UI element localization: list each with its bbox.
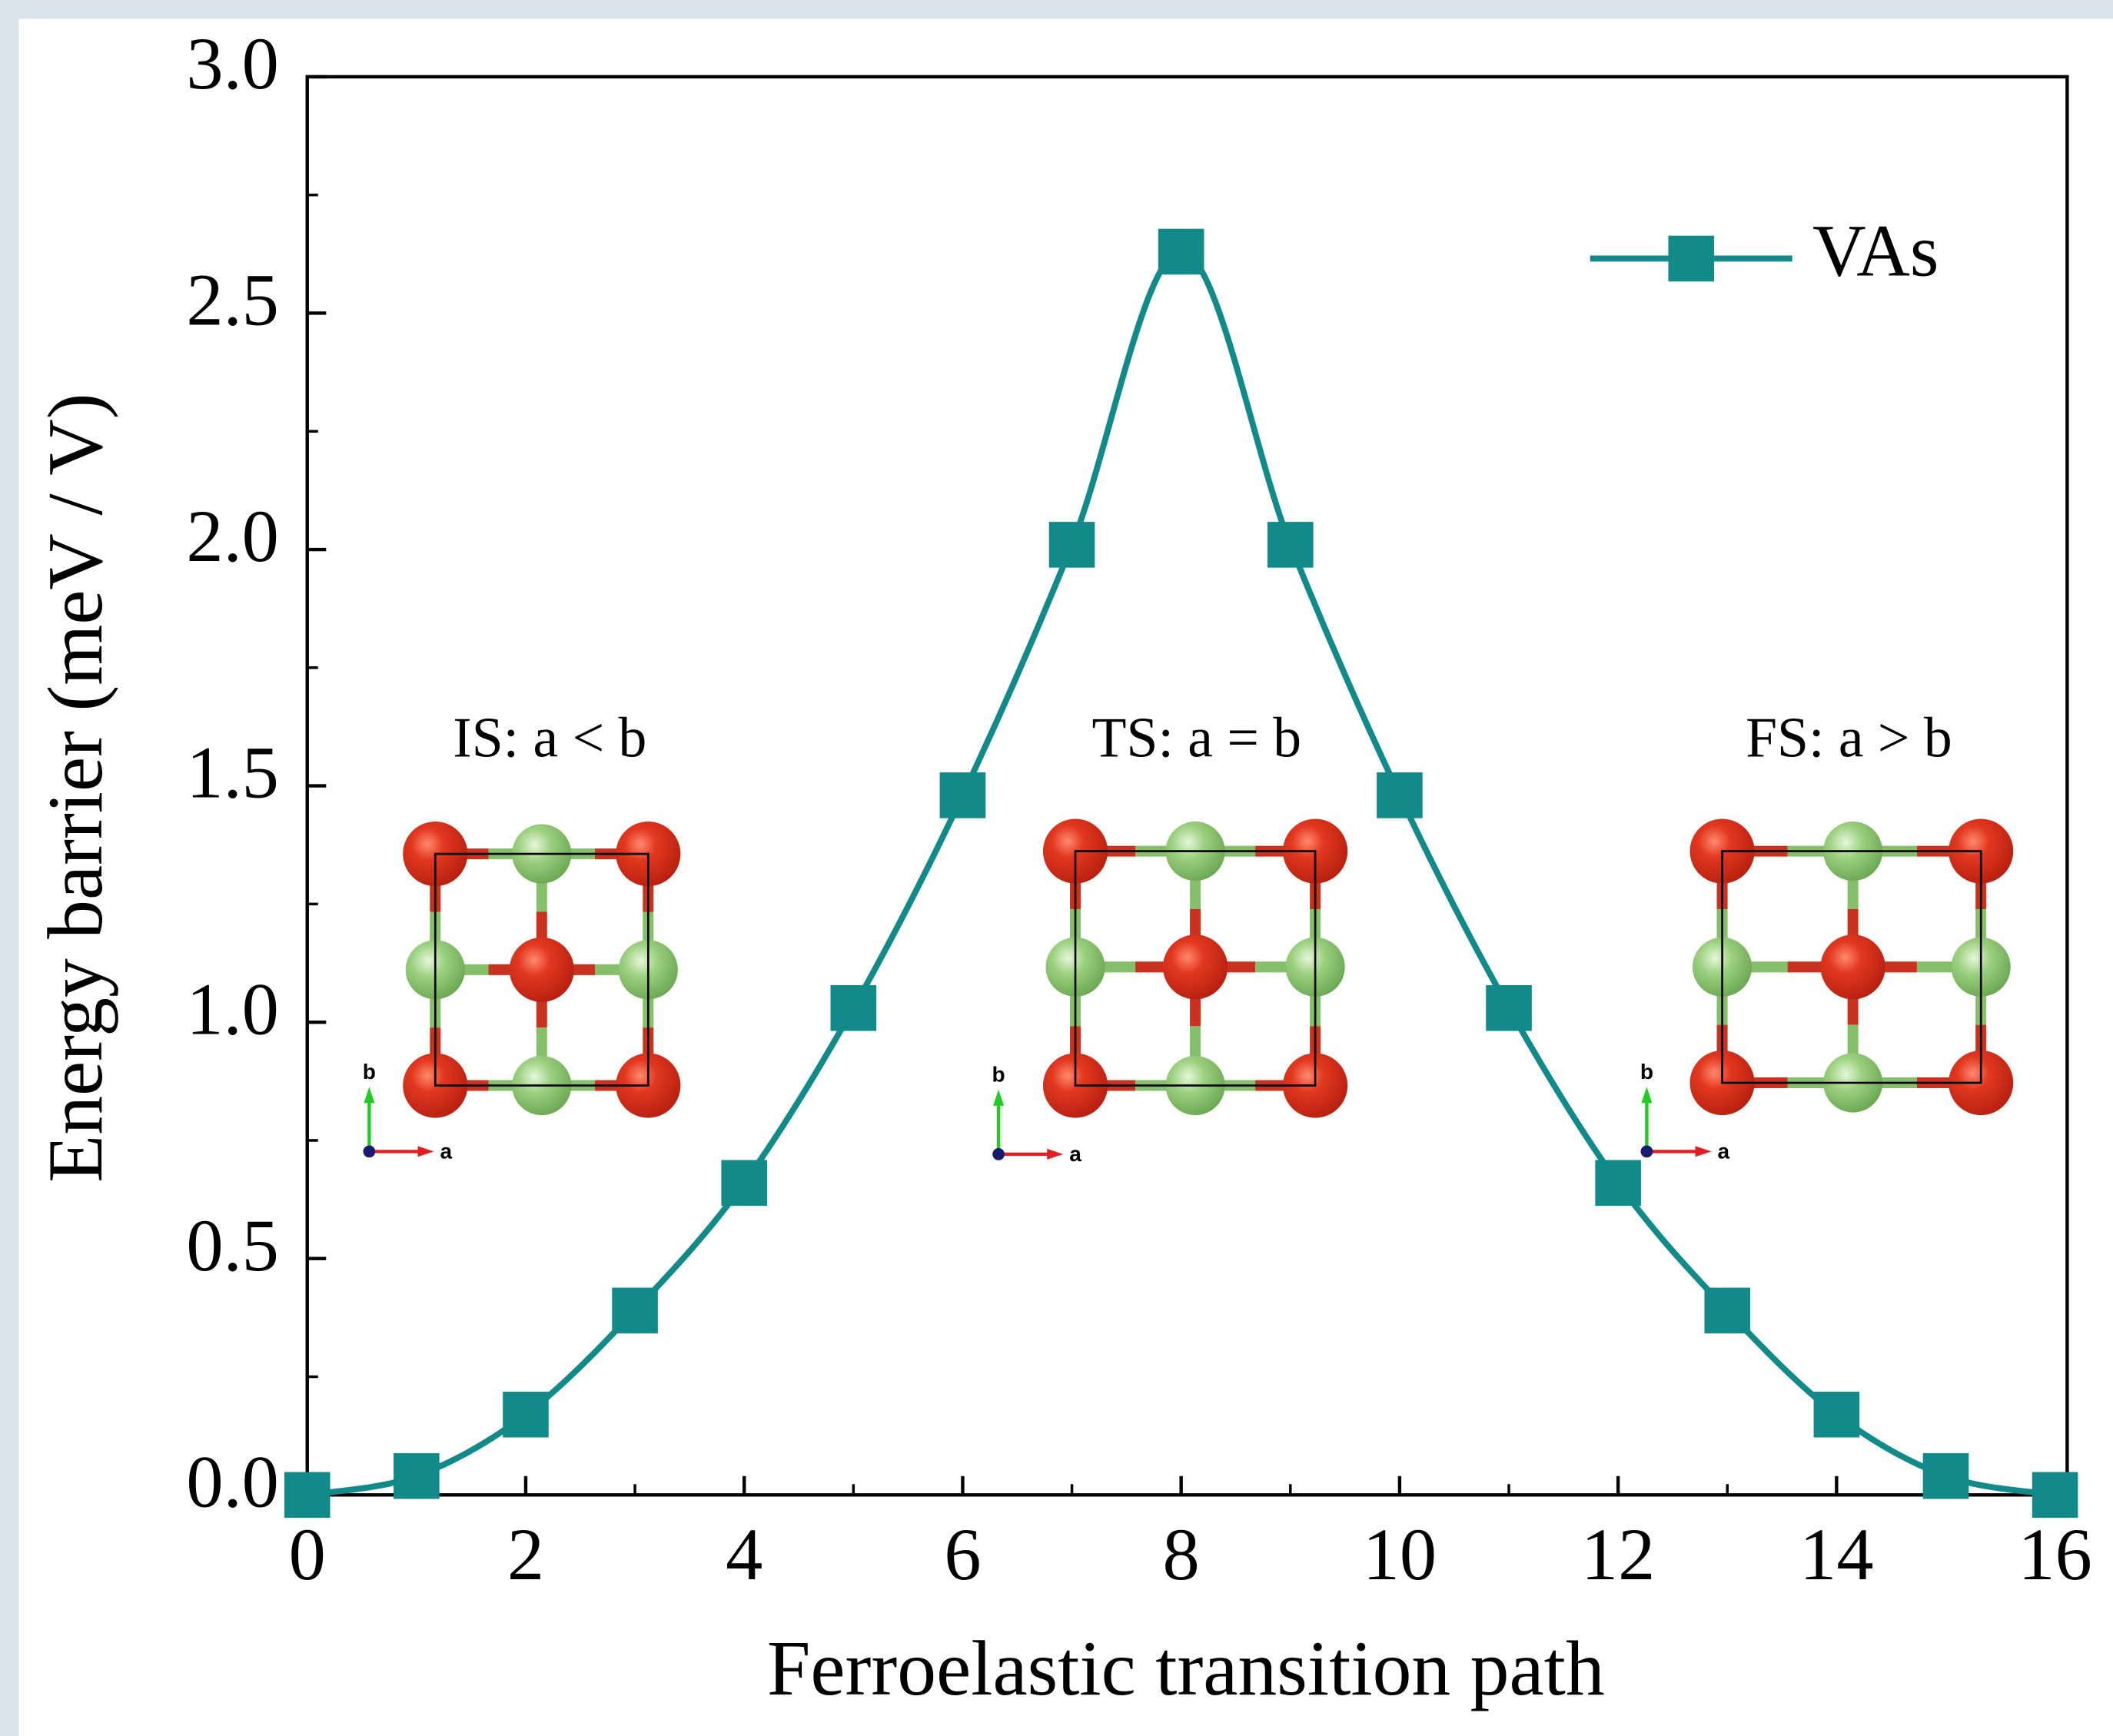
- marker: [1048, 522, 1095, 568]
- x-tick-label: 0: [289, 1513, 326, 1595]
- unit-cell: [1721, 850, 1982, 1084]
- marker: [1704, 1287, 1751, 1334]
- marker: [830, 984, 877, 1031]
- y-tick-label: 1.0: [186, 968, 279, 1050]
- b-arrow-head: [1641, 1087, 1653, 1104]
- unit-cell: [1074, 850, 1317, 1087]
- inset-label: TS: a = b: [1092, 705, 1302, 768]
- marker: [1267, 522, 1314, 568]
- atom: [1163, 934, 1228, 1000]
- inset-axis-label: a: [1718, 1140, 1730, 1163]
- marker: [939, 772, 986, 818]
- marker: [721, 1160, 768, 1207]
- y-tick-label: 2.5: [186, 259, 279, 341]
- a-arrow-head: [417, 1146, 434, 1157]
- x-tick-label: 6: [944, 1513, 981, 1595]
- y-tick-label: 0.0: [186, 1440, 279, 1522]
- c-axis: [1640, 1145, 1653, 1158]
- inset-label: FS: a > b: [1746, 705, 1952, 768]
- marker: [284, 1472, 331, 1519]
- a-arrow-head: [1047, 1148, 1064, 1160]
- atom: [509, 937, 574, 1002]
- x-tick-label: 12: [1581, 1513, 1655, 1595]
- marker: [1595, 1160, 1641, 1207]
- marker: [503, 1391, 549, 1438]
- unit-cell: [434, 852, 650, 1087]
- b-arrow-head: [364, 1087, 375, 1104]
- legend-marker: [1668, 235, 1715, 282]
- marker: [1377, 772, 1423, 818]
- x-tick-label: 10: [1363, 1513, 1437, 1595]
- inset-axis-label: a: [1069, 1142, 1081, 1166]
- y-tick-label: 2.0: [186, 495, 279, 577]
- y-tick-label: 0.5: [186, 1204, 279, 1286]
- x-tick-label: 4: [726, 1513, 762, 1595]
- y-tick-label: 3.0: [186, 22, 279, 105]
- marker: [612, 1287, 658, 1334]
- marker: [2032, 1472, 2078, 1519]
- legend-label: VAs: [1812, 210, 1939, 292]
- x-tick-label: 16: [2018, 1513, 2091, 1595]
- x-tick-label: 8: [1163, 1513, 1200, 1595]
- inset-axis-label: b: [992, 1063, 1005, 1087]
- c-axis: [992, 1148, 1005, 1160]
- marker: [1486, 984, 1532, 1031]
- inset-axis-label: a: [440, 1140, 453, 1163]
- atom: [1820, 934, 1885, 1000]
- inset-label: IS: a < b: [453, 705, 646, 768]
- x-tick-label: 14: [1799, 1513, 1873, 1595]
- marker: [1922, 1452, 1969, 1499]
- marker: [394, 1452, 440, 1499]
- c-axis: [363, 1145, 376, 1158]
- b-arrow-head: [993, 1089, 1005, 1106]
- inset-axis-label: b: [1640, 1060, 1653, 1084]
- y-axis-title: Energy barrier (meV / V): [32, 393, 118, 1183]
- inset-axis-label: b: [363, 1060, 376, 1084]
- marker: [1813, 1391, 1860, 1438]
- x-tick-label: 2: [507, 1513, 544, 1595]
- y-tick-label: 1.5: [186, 732, 279, 814]
- a-arrow-head: [1695, 1146, 1712, 1157]
- marker: [1158, 228, 1204, 275]
- x-axis-title: Ferroelastic transition path: [767, 1625, 1605, 1711]
